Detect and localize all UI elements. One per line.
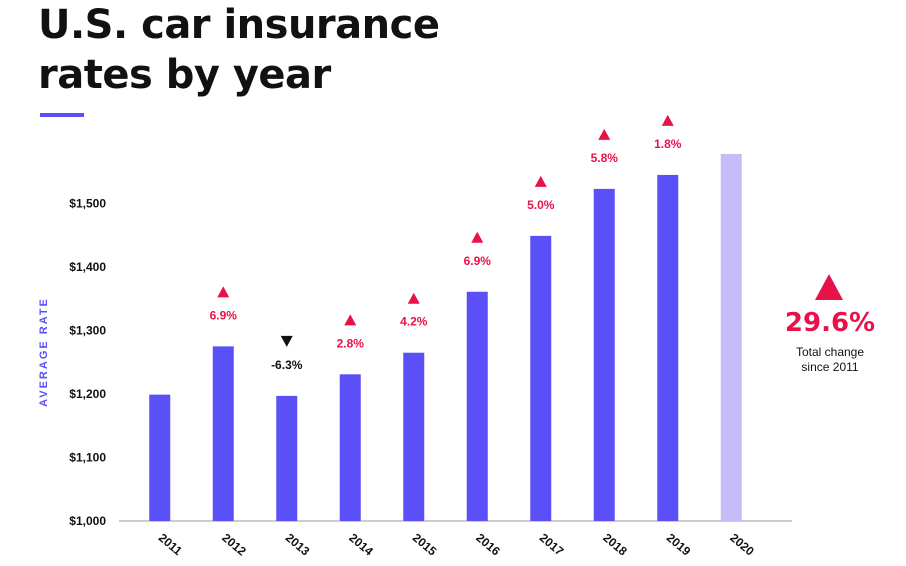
x-tick-label: 2013 xyxy=(283,531,313,559)
change-label: 6.9% xyxy=(210,308,238,322)
x-tick-label: 2011 xyxy=(156,531,185,559)
total-change-value: 29.6% xyxy=(784,308,876,338)
y-axis-ticks: $1,000 $1,100 $1,200 $1,300 $1,400 $1,500 xyxy=(69,197,106,529)
x-tick-label: 2019 xyxy=(664,531,694,559)
chart-title-line-1: U.S. car insurance xyxy=(38,2,440,48)
change-label: 2.8% xyxy=(337,336,365,350)
total-change-caption: Total change since 2011 xyxy=(770,345,890,375)
x-tick-label: 2018 xyxy=(600,531,630,559)
total-change-caption-line-1: Total change xyxy=(795,345,865,359)
x-tick-label: 2012 xyxy=(219,531,249,559)
x-tick-label: 2020 xyxy=(727,531,757,559)
title-accent-rule xyxy=(40,113,84,117)
x-tick-label: 2014 xyxy=(346,531,376,559)
bar xyxy=(339,374,361,521)
increase-arrow-icon xyxy=(598,128,611,140)
chart-title: U.S. car insurance rates by year xyxy=(38,0,440,100)
bar xyxy=(403,352,425,521)
bar xyxy=(466,291,488,521)
change-label: -6.3% xyxy=(271,358,303,372)
x-tick-label: 2017 xyxy=(537,531,567,559)
increase-arrow-icon xyxy=(344,314,357,326)
y-tick-label: $1,000 xyxy=(69,514,106,528)
bar xyxy=(593,188,615,521)
change-label: 5.0% xyxy=(527,198,555,212)
x-tick-label: 2015 xyxy=(410,531,440,559)
y-tick-label: $1,400 xyxy=(69,260,106,274)
total-change-caption-line-2: since 2011 xyxy=(801,360,859,374)
change-label: 4.2% xyxy=(400,315,428,329)
bar xyxy=(149,394,171,521)
bar xyxy=(657,174,679,522)
increase-arrow-icon xyxy=(661,114,674,126)
bar xyxy=(720,153,742,521)
bar xyxy=(276,395,298,521)
x-tick-label: 2016 xyxy=(473,531,503,559)
increase-arrow-icon xyxy=(534,175,547,187)
change-annotations: 6.9% -6.3% 2.8% 4.2% 6.9% 5.0% 5.8% 1.8% xyxy=(210,114,682,372)
decrease-arrow-icon xyxy=(280,335,293,347)
y-tick-label: $1,200 xyxy=(69,387,106,401)
x-axis-categories: 2011 2012 2013 2014 2015 2016 2017 2018 2019 2020 xyxy=(156,531,757,559)
y-tick-label: $1,100 xyxy=(69,451,106,465)
bar xyxy=(212,346,234,521)
y-axis-label: AVERAGE RATE xyxy=(38,297,50,407)
change-label: 5.8% xyxy=(591,151,619,165)
increase-arrow-icon xyxy=(217,286,230,298)
y-tick-label: $1,300 xyxy=(69,324,106,338)
bar xyxy=(530,235,552,521)
change-label: 6.9% xyxy=(464,254,492,268)
y-tick-label: $1,500 xyxy=(69,197,106,211)
total-change-up-icon xyxy=(815,274,843,300)
change-label: 1.8% xyxy=(654,137,682,151)
increase-arrow-icon xyxy=(471,231,484,243)
chart-title-line-2: rates by year xyxy=(38,52,331,98)
bar-series xyxy=(149,153,742,522)
increase-arrow-icon xyxy=(407,292,420,304)
y-axis-label-group: AVERAGE RATE xyxy=(38,297,50,407)
